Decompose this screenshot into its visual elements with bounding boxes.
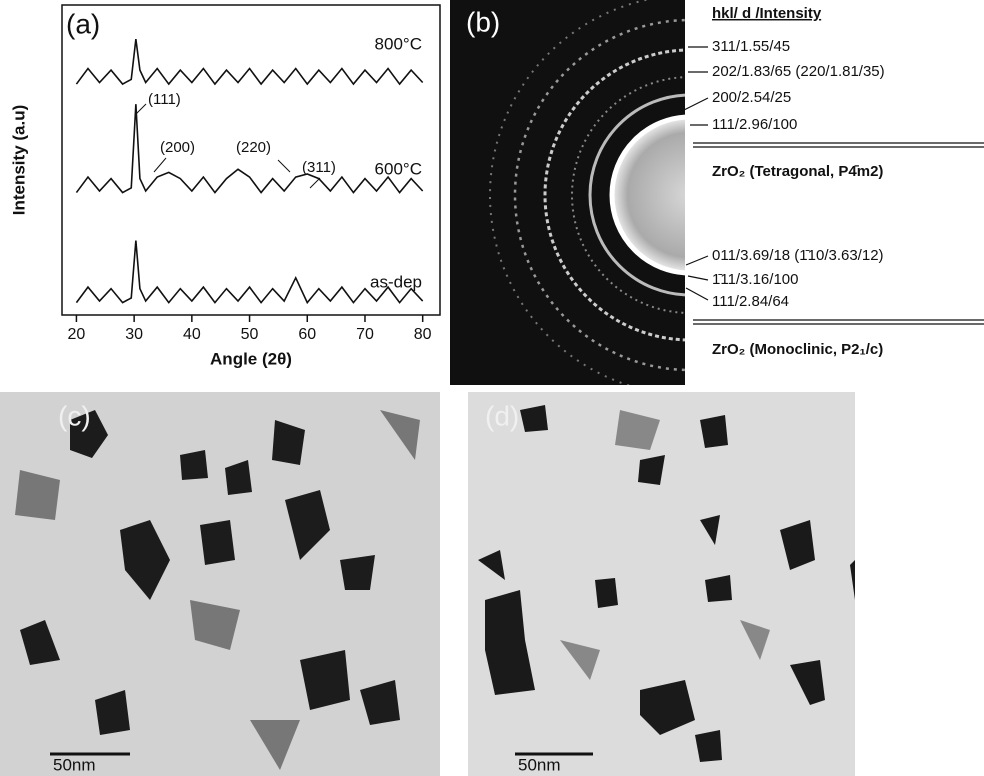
peak-annotation: (200): [160, 139, 195, 156]
peak-annotation: (111): [148, 91, 181, 108]
micrograph: [468, 392, 855, 776]
reflection: 111/2.96/100: [712, 116, 797, 133]
reflection: 011/3.69/18 (1̄10/3.63/12): [712, 247, 884, 264]
reflection: 202/1.83/65 (220/1.81/35): [712, 63, 885, 80]
x-tick-label: 80: [414, 326, 432, 343]
x-tick-label: 30: [125, 326, 143, 343]
x-tick-label: 40: [183, 326, 201, 343]
scale-label: 50nm: [53, 755, 96, 774]
x-axis-label: Angle (2θ): [210, 349, 292, 368]
table-header: hkl/ d /Intensity: [712, 5, 822, 22]
series-label: 600°C: [375, 159, 422, 178]
micrograph: [0, 392, 440, 776]
phase-label: ZrO₂ (Monoclinic, P2₁/c): [712, 341, 883, 358]
reflection: 311/1.55/45: [712, 38, 790, 55]
figure: (a) Angle (2θ) Intensity (a.u) (b) hkl/ …: [0, 0, 984, 776]
panel-label: (d): [485, 400, 519, 431]
panel-label: (b): [466, 6, 500, 37]
xrd-trace: [76, 39, 422, 84]
reflection: 111/2.84/64: [712, 293, 789, 310]
panel-label: (c): [58, 400, 91, 431]
x-tick-label: 50: [241, 326, 259, 343]
x-tick-label: 20: [68, 326, 86, 343]
reflection: 200/2.54/25: [712, 89, 791, 106]
scale-label: 50nm: [518, 755, 561, 774]
phase-label: ZrO₂ (Tetragonal, P4̄m2): [712, 163, 883, 180]
series-label: as-dep: [370, 272, 422, 291]
y-axis-label: Intensity (a.u): [9, 105, 28, 216]
x-tick-label: 60: [298, 326, 316, 343]
reflection: 1̄11/3.16/100: [712, 271, 798, 288]
peak-annotation: (220): [236, 139, 271, 156]
x-tick-label: 70: [356, 326, 374, 343]
peak-annotation: (311): [302, 159, 336, 176]
series-label: 800°C: [375, 34, 422, 53]
panel-label: (a): [66, 8, 100, 39]
